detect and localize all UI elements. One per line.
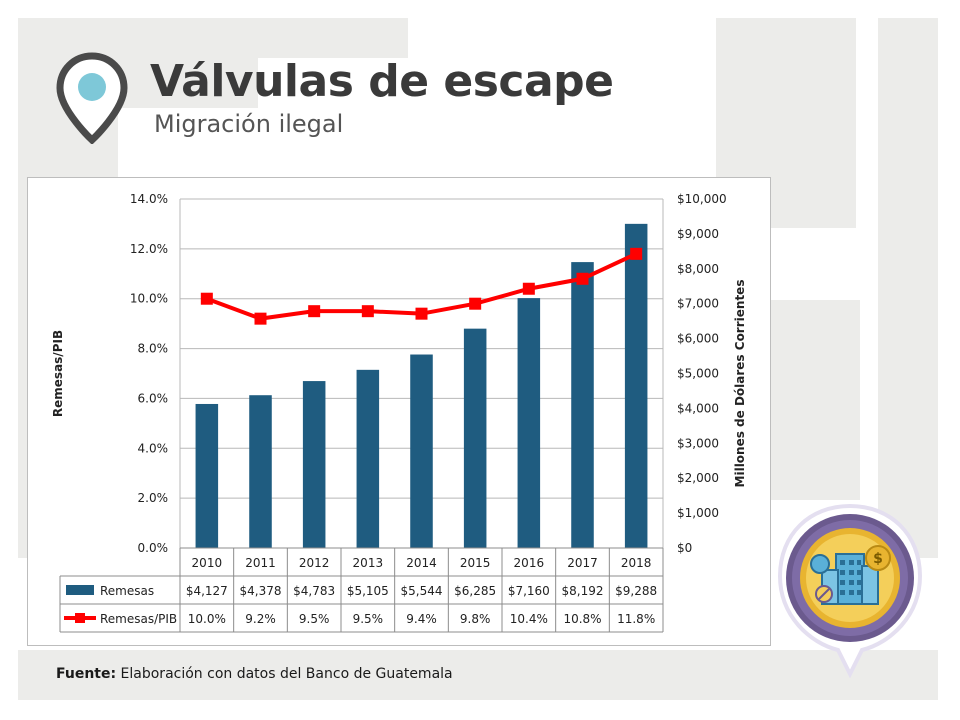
data-label-remesas: $5,544 xyxy=(401,584,443,598)
data-label-remesas-pib: 9.5% xyxy=(299,612,330,626)
y-right-tick-label: $2,000 xyxy=(677,471,719,485)
bar-remesas-2016 xyxy=(517,298,541,548)
background-shape-bottom xyxy=(18,650,938,700)
legend-marker-remesas-pib xyxy=(75,613,85,623)
data-label-remesas-pib: 9.5% xyxy=(353,612,384,626)
y-right-tick-label: $8,000 xyxy=(677,262,719,276)
data-label-remesas: $9,288 xyxy=(615,584,657,598)
data-label-remesas-pib: 11.8% xyxy=(617,612,655,626)
point-remesas-pib-2018 xyxy=(630,247,643,260)
y-right-tick-label: $1,000 xyxy=(677,506,719,520)
data-label-remesas-pib: 9.8% xyxy=(460,612,491,626)
data-label-remesas: $7,160 xyxy=(508,584,550,598)
svg-text:$: $ xyxy=(873,551,883,567)
y-right-tick-label: $4,000 xyxy=(677,401,719,415)
location-pin-icon xyxy=(56,52,128,144)
y-right-tick-label: $5,000 xyxy=(677,367,719,381)
data-label-remesas-pib: 9.4% xyxy=(406,612,437,626)
x-tick-label: 2016 xyxy=(514,556,545,570)
y-left-tick-label: 0.0% xyxy=(138,541,169,555)
data-label-remesas-pib: 10.0% xyxy=(188,612,226,626)
bar-remesas-2012 xyxy=(302,381,326,548)
data-label-remesas: $8,192 xyxy=(562,584,604,598)
y-right-tick-label: $10,000 xyxy=(677,192,727,206)
x-tick-label: 2012 xyxy=(299,556,330,570)
remesas-chart: 0.0% 2.0% 4.0% 6.0% 8.0% 10.0% 12.0% 14.0% $0 $1,… xyxy=(51,192,747,633)
background-shape-right-far xyxy=(878,18,938,558)
x-tick-label: 2010 xyxy=(192,556,223,570)
y-right-tick-label: $9,000 xyxy=(677,227,719,241)
y-right-tick-label: $6,000 xyxy=(677,332,719,346)
data-label-remesas: $5,105 xyxy=(347,584,389,598)
y-left-axis-title: Remesas/PIB xyxy=(51,330,65,417)
bar-remesas-2015 xyxy=(463,328,487,548)
point-remesas-pib-2016 xyxy=(522,282,535,295)
source-label: Fuente: xyxy=(56,666,117,682)
point-remesas-pib-2012 xyxy=(308,305,321,318)
legend-swatch-remesas xyxy=(66,585,94,595)
y-left-tick-label: 14.0% xyxy=(130,192,168,206)
background-shape-right-mid xyxy=(770,300,860,500)
x-tick-label: 2017 xyxy=(567,556,598,570)
source-text: Elaboración con datos del Banco de Guate… xyxy=(116,666,453,682)
y-left-tick-label: 4.0% xyxy=(138,441,169,455)
page-subtitle: Migración ilegal xyxy=(154,110,344,138)
point-remesas-pib-2017 xyxy=(576,272,589,285)
data-label-remesas: $6,285 xyxy=(454,584,496,598)
legend-label-remesas: Remesas xyxy=(100,584,154,598)
y-right-axis-title: Millones de Dólares Corrientes xyxy=(733,280,747,488)
bar-remesas-2014 xyxy=(410,354,433,548)
bar-remesas-2018 xyxy=(624,223,648,548)
point-remesas-pib-2015 xyxy=(469,297,482,310)
page-title: Válvulas de escape xyxy=(150,56,614,107)
data-label-remesas-pib: 9.2% xyxy=(245,612,276,626)
background-shape-mid xyxy=(258,18,408,58)
point-remesas-pib-2010 xyxy=(200,292,213,305)
data-label-remesas-pib: 10.8% xyxy=(563,612,601,626)
x-tick-label: 2015 xyxy=(460,556,491,570)
background-shape-top xyxy=(118,18,258,108)
y-left-tick-label: 12.0% xyxy=(130,242,168,256)
data-label-remesas: $4,127 xyxy=(186,584,228,598)
chart-container: 0.0% 2.0% 4.0% 6.0% 8.0% 10.0% 12.0% 14.0% $0 $1,… xyxy=(27,177,771,646)
point-remesas-pib-2011 xyxy=(254,312,267,325)
y-right-tick-label: $0 xyxy=(677,541,692,555)
x-tick-label: 2014 xyxy=(406,556,437,570)
data-label-remesas: $4,783 xyxy=(293,584,335,598)
bar-remesas-2013 xyxy=(356,369,380,548)
x-tick-label: 2013 xyxy=(353,556,384,570)
point-remesas-pib-2014 xyxy=(415,307,428,320)
data-label-remesas: $4,378 xyxy=(240,584,282,598)
economy-buildings-icon: $ xyxy=(777,503,923,678)
legend-label-remesas-pib: Remesas/PIB xyxy=(100,612,177,626)
y-left-tick-label: 10.0% xyxy=(130,292,168,306)
bar-remesas-2010 xyxy=(195,403,219,548)
y-right-tick-label: $3,000 xyxy=(677,436,719,450)
point-remesas-pib-2013 xyxy=(361,305,374,318)
y-right-tick-label: $7,000 xyxy=(677,297,719,311)
source-note: Fuente: Elaboración con datos del Banco … xyxy=(56,666,453,682)
bar-remesas-2011 xyxy=(249,395,272,548)
data-label-remesas-pib: 10.4% xyxy=(510,612,548,626)
y-left-tick-label: 6.0% xyxy=(138,391,169,405)
bar-remesas-2017 xyxy=(571,262,594,548)
y-left-tick-label: 8.0% xyxy=(138,342,169,356)
x-tick-label: 2011 xyxy=(245,556,276,570)
y-left-tick-label: 2.0% xyxy=(138,491,169,505)
x-tick-label: 2018 xyxy=(621,556,652,570)
